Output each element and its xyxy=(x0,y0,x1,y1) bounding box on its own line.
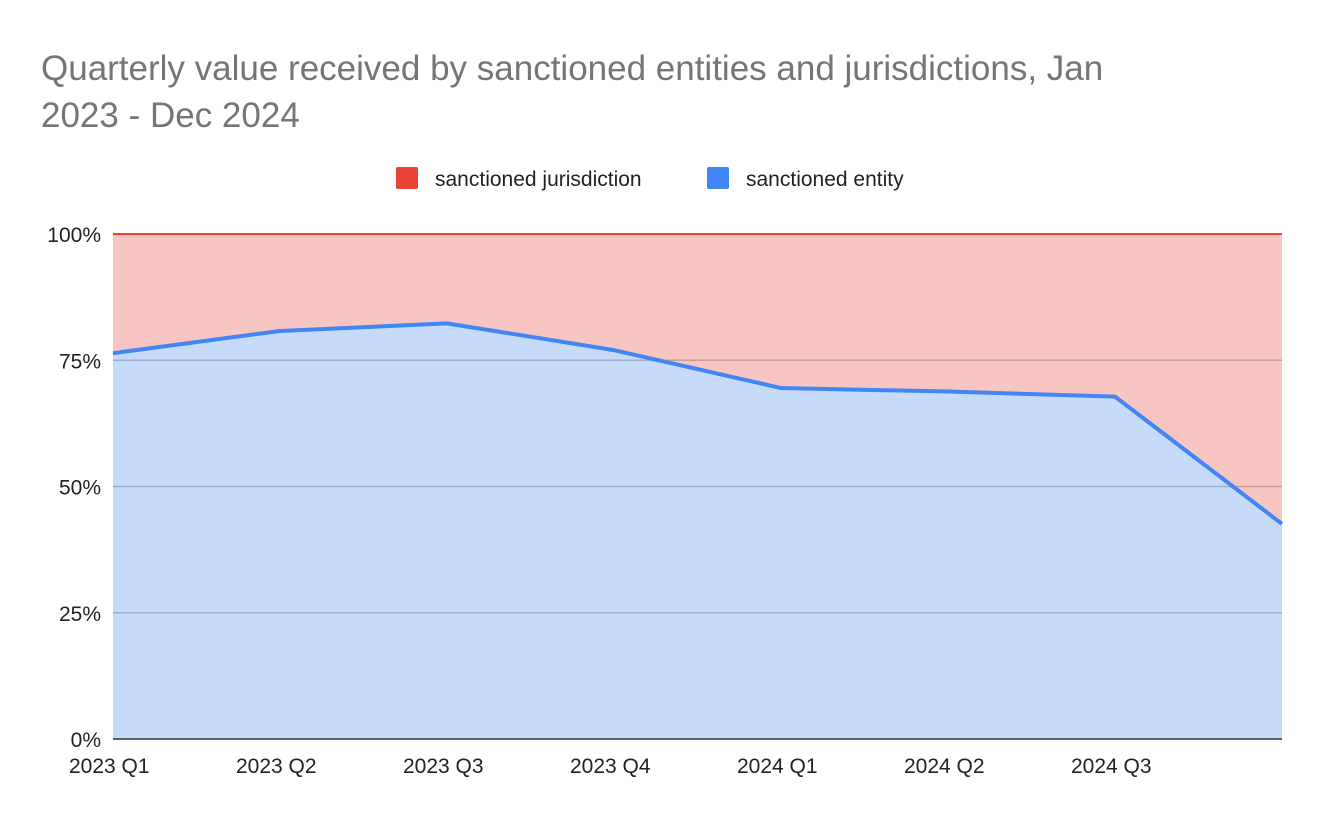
x-tick-label: 2024 Q1 xyxy=(737,755,818,778)
x-tick-label: 2024 Q3 xyxy=(1071,755,1152,778)
legend-swatch-sanctioned-jurisdiction xyxy=(396,167,418,189)
y-tick-label: 0% xyxy=(71,729,101,752)
x-tick-label: 2023 Q1 xyxy=(69,755,150,778)
legend-label-sanctioned-jurisdiction: sanctioned jurisdiction xyxy=(435,168,642,191)
x-tick-label: 2023 Q2 xyxy=(236,755,317,778)
y-tick-label: 100% xyxy=(47,224,101,247)
area-sanctioned-entity xyxy=(113,323,1282,739)
x-tick-label: 2024 Q2 xyxy=(904,755,985,778)
x-tick-label: 2023 Q3 xyxy=(403,755,484,778)
x-tick-label: 2023 Q4 xyxy=(570,755,651,778)
y-tick-label: 75% xyxy=(59,350,101,373)
chart-title-line-2: 2023 - Dec 2024 xyxy=(41,96,300,135)
y-tick-label: 25% xyxy=(59,603,101,626)
legend-swatch-sanctioned-entity xyxy=(707,167,729,189)
chart-title-line-1: Quarterly value received by sanctioned e… xyxy=(41,49,1103,88)
legend-label-sanctioned-entity: sanctioned entity xyxy=(746,168,904,191)
line-sanctioned-entity xyxy=(112,321,1284,526)
area-sanctioned-jurisdiction xyxy=(113,234,1282,524)
y-tick-label: 50% xyxy=(59,477,101,500)
